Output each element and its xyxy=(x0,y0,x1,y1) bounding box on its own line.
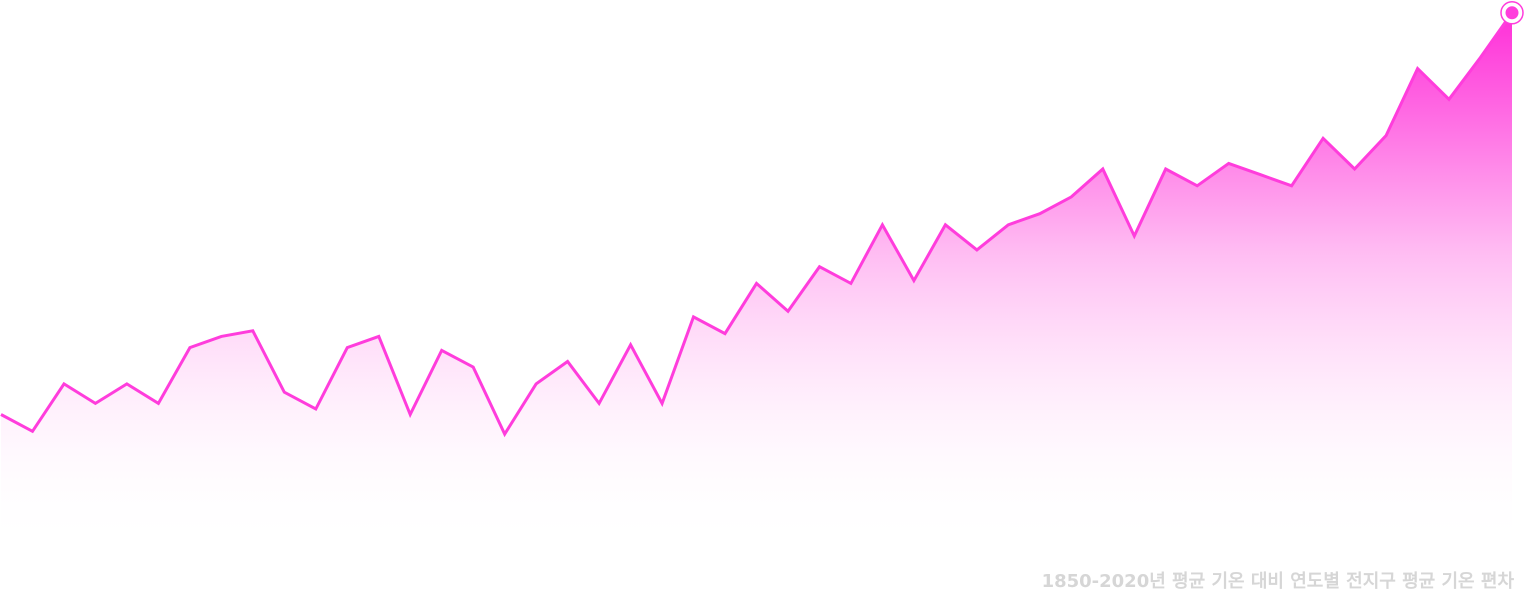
area-layer xyxy=(1,12,1512,548)
latest-point-marker xyxy=(1505,6,1519,20)
chart-caption: 1850-2020년 평균 기온 대비 연도별 전지구 평균 기온 편차 xyxy=(1041,571,1514,592)
marker-layer xyxy=(1500,1,1524,25)
anomaly-line xyxy=(0,11,1514,438)
anomaly-area xyxy=(1,12,1512,548)
line-layer xyxy=(0,11,1514,438)
